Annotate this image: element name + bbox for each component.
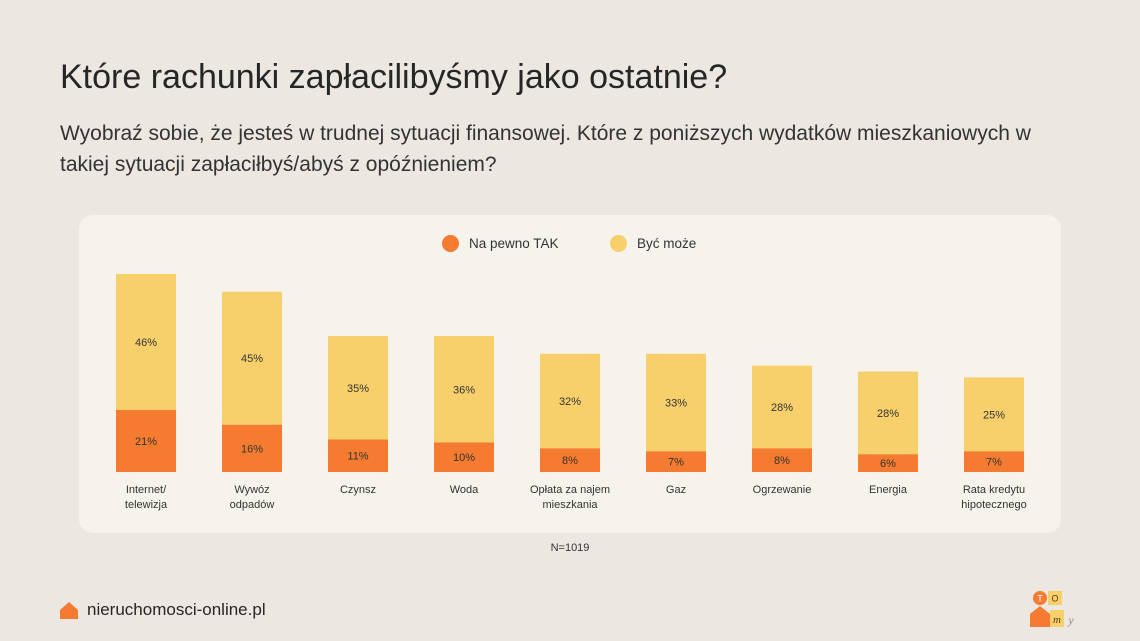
page-title: Które rachunki zapłacilibyśmy jako ostat…: [60, 58, 728, 96]
bar-value-label: 7%: [986, 457, 1002, 469]
category-label: Czynsz: [340, 484, 376, 496]
category-label: Ogrzewanie: [753, 484, 812, 496]
legend-label: Na pewno TAK: [469, 236, 559, 251]
bar-segment-byc-moze: [858, 371, 918, 455]
bar-value-label: 45%: [241, 353, 263, 365]
category-label: Opłata za najem: [530, 484, 610, 496]
tomy-logo-icon: T O m y: [1030, 591, 1078, 627]
legend-label: Być może: [637, 236, 697, 251]
bar-value-label: 35%: [347, 383, 369, 395]
bar-value-label: 6%: [880, 458, 896, 470]
bar-value-label: 8%: [774, 455, 790, 467]
bar-segment-byc-moze: [328, 336, 388, 440]
bar-value-label: 21%: [135, 436, 157, 448]
category-label: hipotecznego: [961, 499, 1026, 511]
bar-value-label: 10%: [453, 452, 475, 464]
bar-segment-na-pewno-tak: [540, 448, 600, 472]
legend-item-na-pewno-tak: Na pewno TAK: [442, 235, 559, 252]
page-subtitle: Wyobraź sobie, że jesteś w trudnej sytua…: [60, 122, 1031, 176]
sample-size-note: N=1019: [550, 542, 590, 554]
bar-segment-byc-moze: [540, 353, 600, 449]
bar-value-label: 16%: [241, 443, 263, 455]
bar-segment-byc-moze: [646, 353, 706, 452]
bar-segment-byc-moze: [222, 291, 282, 425]
category-label: Gaz: [666, 484, 686, 496]
svg-text:m: m: [1053, 614, 1061, 626]
legend-dot-orange-icon: [442, 235, 459, 252]
bar-value-label: 28%: [877, 408, 899, 420]
category-label: mieszkania: [542, 499, 598, 511]
svg-text:T: T: [1037, 594, 1043, 604]
bar-segment-na-pewno-tak: [222, 424, 282, 472]
bar-segment-byc-moze: [434, 336, 494, 443]
category-label: Woda: [450, 484, 479, 496]
svg-text:y: y: [1067, 613, 1074, 627]
bar-segment-byc-moze: [964, 377, 1024, 452]
brand[interactable]: nieruchomosci-online.pl: [60, 600, 266, 620]
bar-value-label: 25%: [983, 409, 1005, 421]
bar-segment-na-pewno-tak: [964, 451, 1024, 472]
bar-segment-byc-moze: [752, 365, 812, 449]
bar-value-label: 11%: [347, 451, 368, 463]
category-label: odpadów: [230, 499, 275, 511]
chart-legend: Na pewno TAK Być może: [0, 235, 1140, 255]
bar-segment-na-pewno-tak: [646, 451, 706, 472]
legend-item-byc-moze: Być może: [610, 235, 696, 252]
bar-value-label: 46%: [135, 337, 157, 349]
svg-text:O: O: [1051, 594, 1058, 604]
bar-segment-na-pewno-tak: [752, 448, 812, 472]
house-icon: [60, 601, 78, 619]
category-label: Internet/: [126, 484, 167, 496]
category-label: Wywóz: [234, 484, 269, 496]
bar-value-label: 8%: [562, 455, 578, 467]
bar-value-label: 36%: [453, 384, 475, 396]
bar-value-label: 33%: [665, 398, 687, 410]
bar-segment-na-pewno-tak: [434, 442, 494, 472]
category-label: Rata kredytu: [963, 484, 1025, 496]
category-label: telewizja: [125, 499, 168, 511]
brand-name: nieruchomosci-online.pl: [87, 600, 266, 619]
bar-segment-na-pewno-tak: [858, 454, 918, 472]
bar-value-label: 28%: [771, 402, 793, 414]
bar-value-label: 32%: [559, 396, 581, 408]
category-label: Energia: [869, 484, 908, 496]
bar-value-label: 7%: [668, 457, 684, 469]
bar-segment-na-pewno-tak: [328, 439, 388, 472]
legend-dot-yellow-icon: [610, 235, 627, 252]
bar-segment-byc-moze: [116, 274, 176, 410]
bar-segment-na-pewno-tak: [116, 409, 176, 472]
